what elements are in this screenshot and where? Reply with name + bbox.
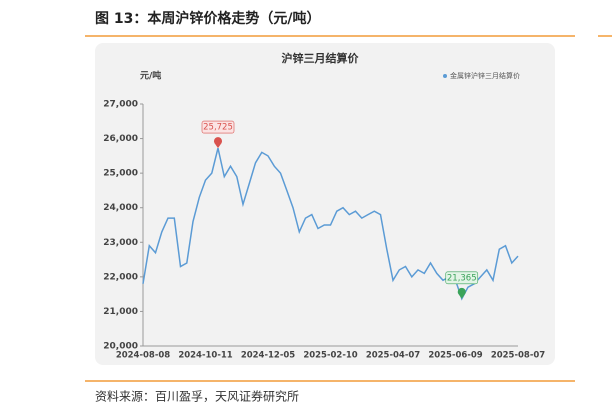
x-tick-label: 2024-08-08: [116, 351, 170, 361]
y-tick-label: 26,000: [103, 134, 138, 144]
y-tick-label: 20,000: [103, 342, 138, 352]
y-tick-label: 27,000: [103, 100, 138, 110]
highlight-pin: [457, 287, 466, 299]
chart-title: 沪锌三月结算价: [282, 51, 360, 65]
x-tick-label: 2025-04-07: [366, 351, 420, 361]
x-tick-label: 2025-08-07: [491, 351, 545, 361]
x-tick-label: 2024-12-05: [241, 351, 295, 361]
figure-title: 图 13：本周沪锌价格走势（元/吨）: [95, 10, 320, 27]
value-label: 25,725: [203, 123, 233, 133]
legend-marker: [443, 74, 447, 78]
source-note: 资料来源：百川盈孚，天风证券研究所: [95, 389, 299, 404]
chart-panel: [95, 43, 555, 365]
y-axis-unit: 元/吨: [140, 70, 161, 82]
x-tick-label: 2025-06-09: [428, 351, 482, 361]
x-tick-label: 2025-02-10: [303, 351, 357, 361]
x-tick-label: 2024-10-11: [178, 351, 232, 361]
y-tick-label: 22,000: [103, 272, 138, 282]
y-tick-label: 21,000: [103, 307, 138, 317]
legend-label: 金属锌沪锌三月结算价: [450, 71, 520, 80]
value-label: 21,365: [447, 273, 477, 283]
y-tick-label: 23,000: [103, 238, 138, 248]
y-tick-label: 25,000: [103, 169, 138, 179]
value-label-box: [201, 120, 235, 134]
highlight-pin: [214, 137, 222, 149]
value-label-box: [445, 271, 479, 285]
y-tick-label: 24,000: [103, 203, 138, 213]
